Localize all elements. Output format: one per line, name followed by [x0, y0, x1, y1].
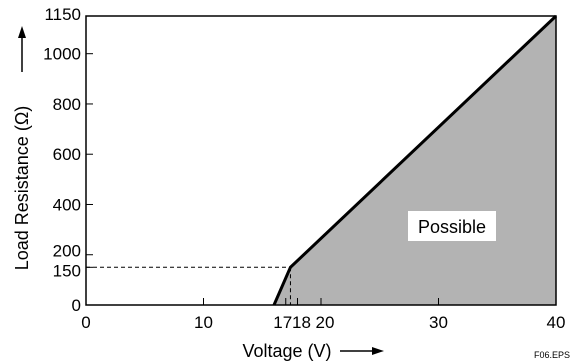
y-tick-label: 1000: [43, 45, 81, 64]
x-tick-label: 10: [194, 313, 213, 332]
x-axis-ticks: 0 10 17 18 20 30 40: [81, 298, 565, 332]
x-tick-label: 17: [273, 313, 292, 332]
x-axis-title: Voltage (V): [242, 341, 331, 361]
y-tick-label: 1150: [44, 5, 81, 24]
region-label: Possible: [418, 217, 486, 237]
y-tick-label: 600: [53, 145, 81, 164]
y-axis-title-group: Load Resistance (Ω): [12, 26, 32, 270]
x-tick-label: 20: [316, 313, 335, 332]
y-tick-label: 800: [53, 95, 81, 114]
y-axis-arrowhead: [18, 26, 26, 38]
x-axis-arrowhead: [372, 347, 384, 355]
x-tick-label: 0: [81, 313, 90, 332]
x-tick-label: 40: [547, 313, 566, 332]
x-tick-label: 30: [429, 313, 448, 332]
y-tick-label: 0: [72, 296, 81, 315]
x-axis-title-group: Voltage (V): [242, 341, 384, 361]
footnote: F06.EPS: [534, 350, 570, 360]
x-tick-label: 18: [292, 313, 311, 332]
y-tick-label: 150: [53, 261, 81, 280]
y-tick-label: 400: [53, 195, 81, 214]
possible-region: [274, 16, 556, 305]
y-axis-title: Load Resistance (Ω): [12, 106, 32, 271]
region-label-box: [408, 211, 496, 241]
y-tick-label: 200: [53, 242, 81, 261]
